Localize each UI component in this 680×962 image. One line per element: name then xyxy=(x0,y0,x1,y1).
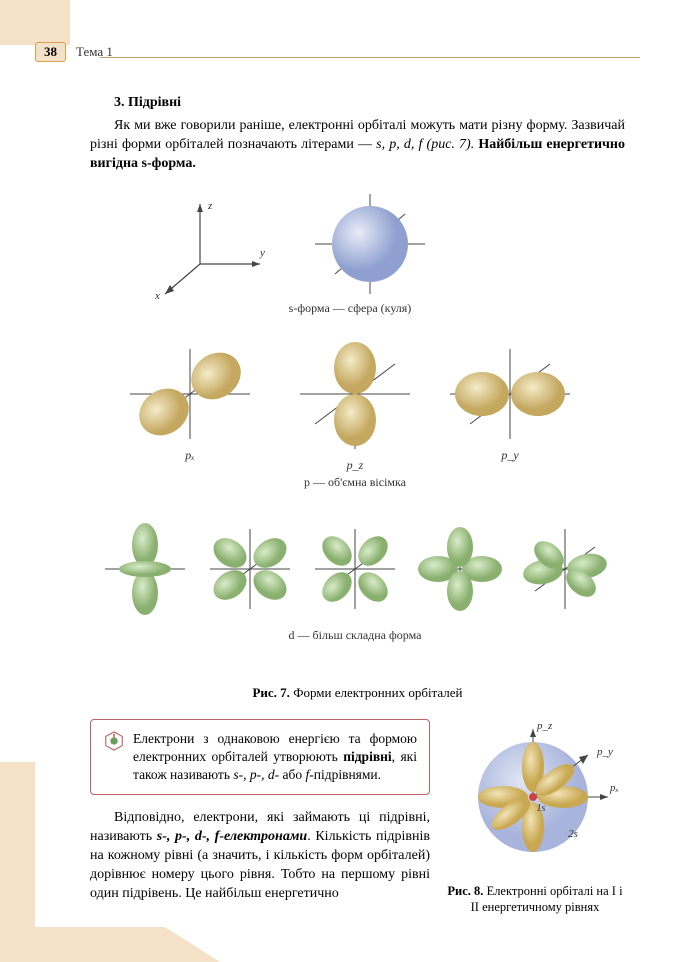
callout-box: Електрони з однаковою енергією та формою… xyxy=(90,719,430,796)
figure8-caption: Рис. 8. Електронні орбіталі на І і ІІ ен… xyxy=(445,883,625,916)
label-1s: 1s xyxy=(537,803,546,814)
figure8: 1s 2s p_z p_y pₓ Рис. 8. Електронні орбі… xyxy=(445,719,625,916)
text: (рис. 7). xyxy=(422,137,478,152)
pz-label: p_z xyxy=(346,458,364,472)
label-pz: p_z xyxy=(536,720,553,732)
label-px: pₓ xyxy=(609,782,619,794)
label-2s: 2s xyxy=(568,828,578,840)
page-number: 38 xyxy=(35,42,66,62)
page-corner-decoration xyxy=(0,0,70,45)
section-title: 3. Підрівні xyxy=(90,95,625,111)
text: підрівнями. xyxy=(314,767,381,782)
info-icon xyxy=(103,730,125,752)
fig-text: Електронні орбіталі на І і ІІ енергетичн… xyxy=(471,884,623,914)
fig-text: Форми електронних орбіталей xyxy=(290,685,463,700)
bottom-paragraph: Відповідно, електрони, які займають ці п… xyxy=(90,809,430,903)
text-bold: підрівні xyxy=(343,749,391,764)
axis-x-label: x xyxy=(154,290,160,302)
fig-label: Рис. 8. xyxy=(447,884,483,898)
page-corner-decoration xyxy=(0,927,220,962)
fig-label: Рис. 7. xyxy=(252,685,289,700)
py-label: p_y xyxy=(500,448,519,462)
intro-paragraph: Як ми вже говорили раніше, електронні ор… xyxy=(90,117,625,174)
callout-row: Електрони з однаковою енергією та формою… xyxy=(90,719,625,916)
page-content: 3. Підрівні Як ми вже говорили раніше, е… xyxy=(90,95,625,915)
label-py: p_y xyxy=(596,746,613,758)
header-rule xyxy=(100,57,640,58)
px-label: pₓ xyxy=(184,448,194,462)
s-caption: s-форма — сфера (куля) xyxy=(289,301,412,315)
s-orbital-sphere xyxy=(332,206,408,282)
orbital-diagram: z y x s-форма — сфера (куля) xyxy=(90,184,625,674)
orbital-letters: s, p, d, f xyxy=(376,137,422,152)
page-header: 38 Тема 1 xyxy=(35,42,113,62)
d-caption: d — більш складна форма xyxy=(289,628,423,642)
text-italic: s-, p-, d- xyxy=(233,767,279,782)
axis-y-label: y xyxy=(259,247,265,259)
text-bold: s-, p-, d-, f-електронами xyxy=(157,829,307,844)
axis-z-label: z xyxy=(207,200,213,212)
figure7-caption: Рис. 7. Форми електронних орбіталей xyxy=(90,685,625,701)
figure8-diagram: 1s 2s p_z p_y pₓ xyxy=(445,719,625,874)
text-italic: f- xyxy=(305,767,313,782)
p-caption: p — об'ємна вісімка xyxy=(304,475,407,489)
text: або xyxy=(279,767,305,782)
